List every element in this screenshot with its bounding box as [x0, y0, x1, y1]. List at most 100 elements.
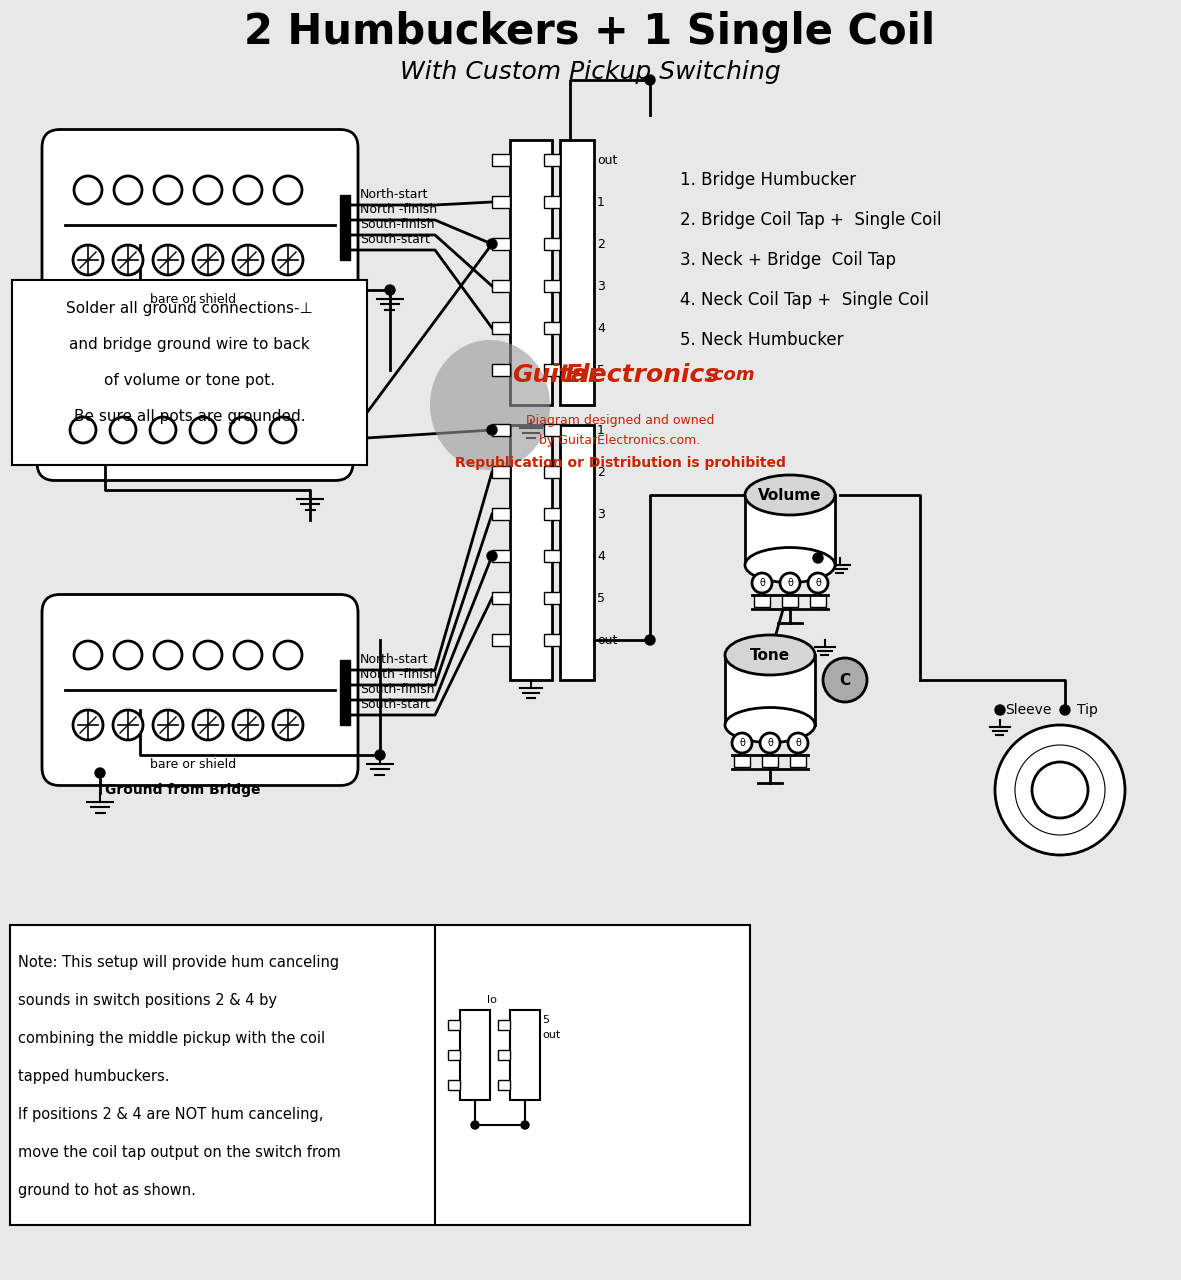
Circle shape [274, 641, 302, 669]
Bar [448, 1080, 461, 1091]
Text: 3: 3 [598, 507, 605, 521]
Bar [725, 655, 815, 724]
Circle shape [233, 710, 263, 740]
Bar [544, 550, 560, 562]
Circle shape [73, 710, 103, 740]
Circle shape [274, 177, 302, 204]
Circle shape [645, 635, 655, 645]
Bar [544, 154, 560, 166]
Circle shape [74, 641, 102, 669]
Circle shape [996, 705, 1005, 716]
Text: sounds in switch positions 2 & 4 by: sounds in switch positions 2 & 4 by [18, 993, 278, 1009]
Text: Electronics: Electronics [565, 364, 720, 387]
Circle shape [154, 710, 183, 740]
Bar [492, 634, 510, 646]
Text: 5. Neck Humbucker: 5. Neck Humbucker [680, 332, 843, 349]
Text: tapped humbuckers.: tapped humbuckers. [18, 1069, 170, 1084]
Circle shape [113, 244, 143, 275]
Circle shape [115, 641, 142, 669]
Bar [461, 1010, 490, 1100]
Bar [492, 550, 510, 562]
Bar [560, 140, 594, 404]
Bar [498, 1050, 510, 1060]
Bar [448, 1050, 461, 1060]
Text: 1. Bridge Humbucker: 1. Bridge Humbucker [680, 172, 856, 189]
Text: Republication or Distribution is prohibited: Republication or Distribution is prohibi… [455, 456, 785, 470]
Circle shape [70, 417, 96, 443]
Text: Ground from Bridge: Ground from Bridge [105, 783, 261, 797]
Bar [810, 595, 826, 607]
Bar [782, 595, 798, 607]
Circle shape [823, 658, 867, 701]
Circle shape [1061, 705, 1070, 716]
FancyBboxPatch shape [43, 129, 358, 320]
Bar [544, 591, 560, 604]
Circle shape [813, 553, 823, 563]
Circle shape [645, 76, 655, 84]
Circle shape [154, 177, 182, 204]
Ellipse shape [745, 475, 835, 515]
Bar [492, 508, 510, 520]
Circle shape [193, 710, 223, 740]
Text: combining the middle pickup with the coil: combining the middle pickup with the coi… [18, 1030, 325, 1046]
FancyBboxPatch shape [37, 379, 353, 480]
Bar [745, 495, 835, 564]
Circle shape [752, 573, 772, 593]
Circle shape [73, 244, 103, 275]
Text: by GuitarElectronics.com.: by GuitarElectronics.com. [540, 434, 700, 447]
Circle shape [273, 710, 304, 740]
Bar [544, 634, 560, 646]
Bar [492, 196, 510, 209]
Text: 3: 3 [598, 279, 605, 293]
Text: 2: 2 [598, 466, 605, 479]
Text: 2: 2 [598, 238, 605, 251]
Circle shape [94, 768, 105, 778]
Circle shape [487, 550, 497, 561]
Circle shape [487, 239, 497, 250]
Bar [735, 755, 750, 767]
Text: North -finish: North -finish [360, 668, 437, 681]
Bar [492, 591, 510, 604]
Circle shape [761, 733, 779, 753]
Ellipse shape [745, 548, 835, 582]
Text: 4: 4 [598, 321, 605, 334]
Bar [492, 364, 510, 376]
Text: bare or shield: bare or shield [150, 293, 236, 306]
Text: bare or shield: bare or shield [150, 758, 236, 771]
Bar [560, 425, 594, 680]
Circle shape [194, 641, 222, 669]
Text: Volume: Volume [758, 488, 822, 503]
Bar [544, 508, 560, 520]
Bar [448, 1020, 461, 1030]
Bar [492, 323, 510, 334]
Text: 5: 5 [542, 1015, 549, 1025]
Text: Note: This setup will provide hum canceling: Note: This setup will provide hum cancel… [18, 955, 339, 970]
Circle shape [115, 177, 142, 204]
Circle shape [193, 244, 223, 275]
Text: 1: 1 [598, 424, 605, 436]
Circle shape [270, 417, 296, 443]
Bar [492, 238, 510, 250]
Text: Tip: Tip [1077, 703, 1098, 717]
Text: 5: 5 [598, 591, 605, 604]
Text: 4: 4 [598, 549, 605, 562]
Text: move the coil tap output on the switch from: move the coil tap output on the switch f… [18, 1146, 341, 1160]
Text: 4. Neck Coil Tap +  Single Coil: 4. Neck Coil Tap + Single Coil [680, 291, 929, 308]
Text: ground to hot as shown.: ground to hot as shown. [18, 1183, 196, 1198]
Circle shape [234, 177, 262, 204]
Text: θ: θ [759, 579, 765, 588]
Text: 5: 5 [598, 364, 605, 376]
Bar [492, 154, 510, 166]
Text: Tone: Tone [750, 648, 790, 663]
Text: and bridge ground wire to back: and bridge ground wire to back [70, 337, 309, 352]
Text: Sleeve: Sleeve [1005, 703, 1051, 717]
Circle shape [154, 244, 183, 275]
Bar [510, 1010, 540, 1100]
Bar [753, 595, 770, 607]
Circle shape [273, 244, 304, 275]
Text: 3. Neck + Bridge  Coil Tap: 3. Neck + Bridge Coil Tap [680, 251, 896, 269]
Bar [340, 660, 350, 724]
Circle shape [732, 733, 752, 753]
Circle shape [113, 710, 143, 740]
Text: θ: θ [768, 739, 772, 748]
